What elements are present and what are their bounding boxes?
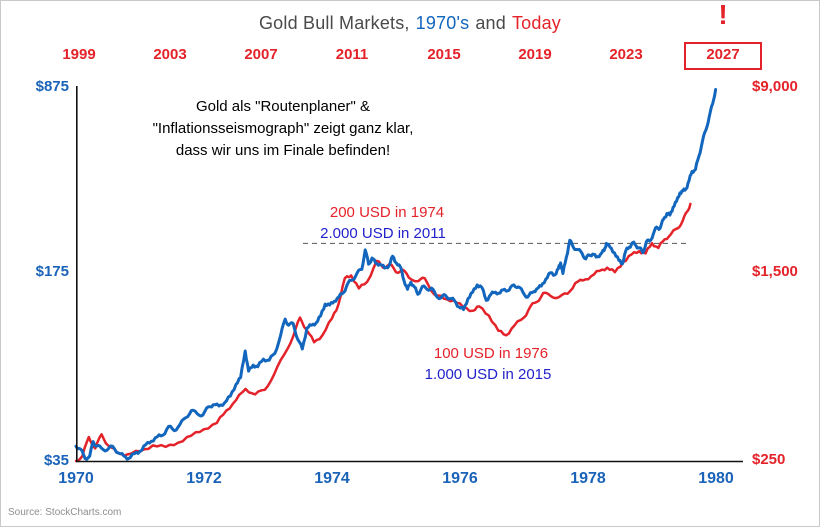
title-era-1970s: 1970's [415,13,470,33]
top-axis-label-2007: 2007 [244,46,278,63]
title-era-today: Today [511,13,562,33]
right-axis-label-1500: $1,500 [752,263,798,280]
trough-annotation-2015: 1.000 USD in 2015 [424,366,552,383]
chart-title: Gold Bull Markets, 1970's and Today [1,13,819,34]
left-axis-label-875: $875 [35,78,69,95]
bottom-axis-label-1980: 1980 [698,470,734,487]
title-prefix: Gold Bull Markets, [258,13,410,33]
peak-annotation-2011: 2.000 USD in 2011 [320,225,446,242]
left-axis-label-175: $175 [35,263,69,280]
right-axis-label-9000: $9,000 [752,78,798,95]
gold-price-chart [74,86,743,463]
top-axis-label-2015: 2015 [427,46,461,63]
trough-annotation-1976: 100 USD in 1976 [433,345,549,362]
top-axis-label-2019: 2019 [518,46,552,63]
highlight-box-2027 [684,42,762,70]
commentary-line-3: dass wir uns im Finale befinden! [175,142,391,159]
top-axis-label-2011: 2011 [335,46,369,63]
left-axis-label-35: $35 [43,452,69,469]
bottom-axis-label-1974: 1974 [314,470,350,487]
source-credit: Source: StockCharts.com [8,507,122,518]
exclamation-mark: ! [718,0,728,30]
commentary-line-2: "Inflationsseismograph" zeigt ganz klar, [152,120,414,137]
bottom-axis-label-1978: 1978 [570,470,606,487]
bottom-axis-label-1970: 1970 [58,470,94,487]
bottom-axis-label-1972: 1972 [186,470,222,487]
top-axis-label-2023: 2023 [609,46,643,63]
commentary-line-1: Gold als "Routenplaner" & [195,98,371,115]
peak-annotation-1974: 200 USD in 1974 [329,204,445,221]
bottom-axis-label-1976: 1976 [442,470,478,487]
top-axis-label-2003: 2003 [153,46,187,63]
top-axis-label-1999: 1999 [62,46,96,63]
right-axis-label-250: $250 [752,451,786,468]
title-conjunction: and [475,13,506,33]
top-axis-label-2027: 2027 [706,46,740,63]
